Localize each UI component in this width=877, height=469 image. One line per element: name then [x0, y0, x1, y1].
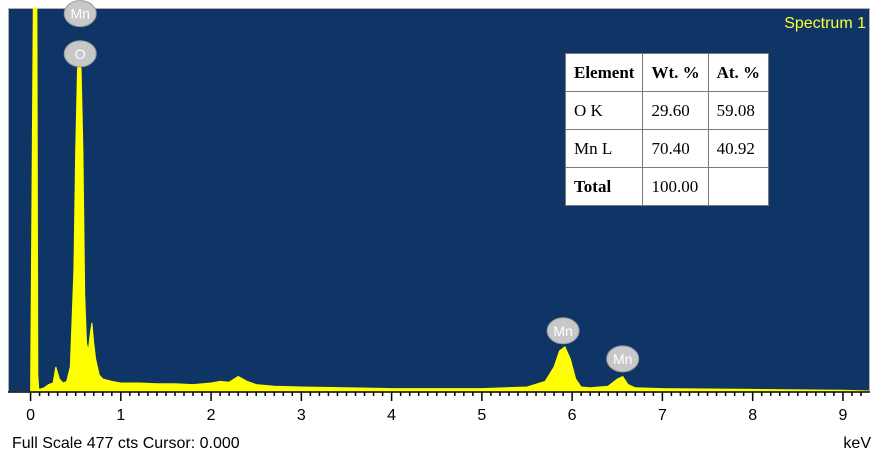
table-cell: 70.40: [642, 129, 709, 168]
status-readout: Full Scale 477 cts Cursor: 0.000: [12, 435, 240, 452]
table-row: Mn L 70.40 40.92: [564, 129, 770, 168]
table-cell-total: Total: [564, 167, 644, 206]
table-cell: 40.92: [707, 129, 770, 168]
table-cell: Mn L: [564, 129, 644, 168]
x-tick-label: 3: [297, 407, 306, 424]
x-tick-label: 8: [748, 407, 757, 424]
x-tick-label: 7: [658, 407, 667, 424]
table-cell: O K: [564, 91, 644, 130]
header-wt: Wt. %: [642, 53, 709, 92]
results-table: Element Wt. % At. % O K 29.60 59.08 Mn L…: [564, 53, 770, 206]
table-cell: 59.08: [707, 91, 770, 130]
x-tick-label: 0: [26, 407, 35, 424]
table-header-row: Element Wt. % At. %: [564, 53, 770, 92]
x-axis-unit-label: keV: [843, 435, 871, 452]
spectrum-title: Spectrum 1: [784, 15, 866, 32]
header-at: At. %: [707, 53, 770, 92]
table-row: Total 100.00: [564, 167, 770, 206]
table-cell: 100.00: [642, 167, 709, 206]
x-tick-label: 2: [207, 407, 216, 424]
table-row: O K 29.60 59.08: [564, 91, 770, 130]
table-cell: [707, 167, 770, 206]
header-element: Element: [564, 53, 644, 92]
x-tick-label: 6: [568, 407, 577, 424]
x-tick-label: 1: [116, 407, 125, 424]
x-tick-label: 4: [387, 407, 396, 424]
table-cell: 29.60: [642, 91, 709, 130]
x-tick-label: 9: [838, 407, 847, 424]
x-tick-label: 5: [477, 407, 486, 424]
